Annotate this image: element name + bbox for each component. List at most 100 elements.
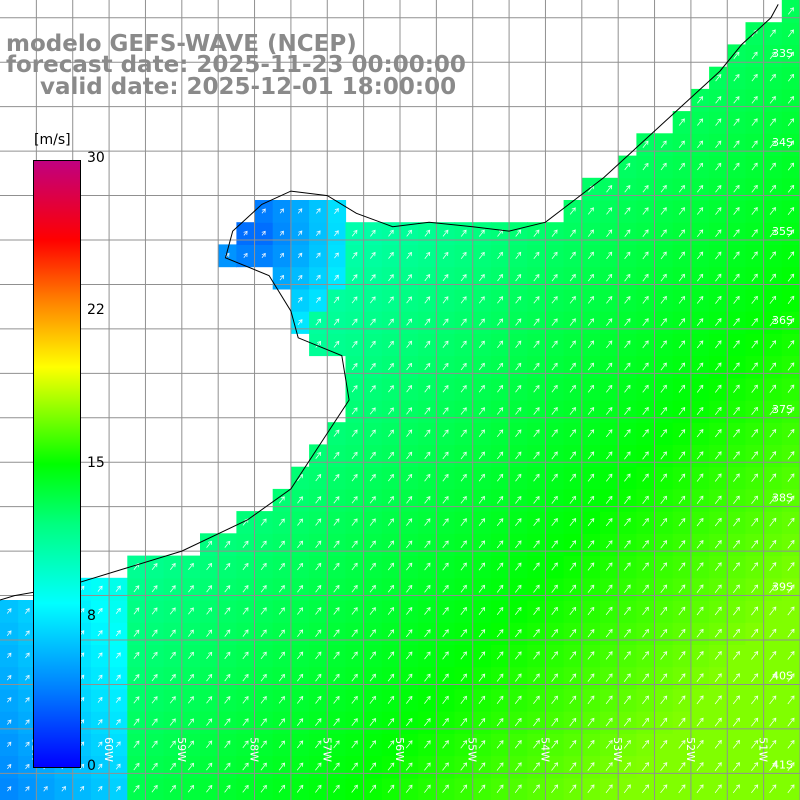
wind-arrow: [296, 651, 304, 660]
wind-arrow: [369, 540, 376, 549]
wind-arrow: [224, 696, 231, 704]
wind-speed-cell: [127, 755, 147, 779]
wind-arrow: [478, 407, 485, 415]
wind-arrow: [406, 540, 413, 549]
wind-speed-cell: [454, 377, 474, 401]
wind-speed-cell: [309, 733, 328, 757]
wind-arrow: [787, 273, 795, 282]
wind-arrow: [169, 651, 176, 660]
wind-speed-cell: [400, 288, 419, 312]
wind-speed-cell: [381, 577, 401, 601]
wind-arrow: [678, 762, 686, 771]
wind-speed-cell: [727, 155, 747, 179]
longitude-label: 56W: [393, 737, 406, 762]
wind-arrow: [696, 295, 704, 304]
wind-arrow: [387, 740, 395, 749]
wind-speed-cell: [363, 288, 383, 312]
wind-arrow: [151, 585, 158, 593]
wind-arrow: [278, 629, 285, 637]
wind-arrow: [787, 7, 794, 15]
wind-arrow: [587, 784, 595, 794]
wind-arrow: [133, 629, 140, 637]
wind-arrow: [751, 96, 758, 104]
wind-arrow: [61, 786, 66, 792]
wind-speed-cell: [727, 666, 747, 690]
wind-arrow: [424, 584, 431, 593]
wind-arrow: [624, 384, 631, 393]
wind-arrow: [569, 451, 576, 460]
wind-arrow: [605, 384, 613, 393]
wind-arrow: [605, 473, 613, 482]
wind-speed-cell: [600, 288, 619, 312]
wind-arrow: [514, 606, 522, 616]
wind-arrow: [460, 673, 467, 682]
wind-arrow: [369, 673, 376, 682]
wind-arrow: [387, 518, 394, 526]
wind-arrow: [496, 429, 504, 438]
wind-speed-cell: [636, 600, 656, 623]
wind-arrow: [678, 540, 686, 549]
wind-speed-cell: [545, 711, 565, 734]
wind-arrow: [334, 252, 339, 259]
wind-arrow: [587, 695, 595, 705]
wind-arrow: [442, 540, 449, 549]
wind-arrow: [606, 318, 613, 326]
wind-speed-cell: [454, 600, 474, 623]
wind-speed-cell: [745, 222, 765, 245]
wind-arrow: [697, 140, 704, 149]
wind-arrow: [478, 784, 486, 793]
wind-arrow: [496, 451, 504, 460]
wind-speed-cell: [218, 622, 237, 645]
wind-arrow: [714, 540, 722, 549]
wind-arrow: [406, 340, 413, 348]
wind-speed-cell: [763, 688, 783, 712]
wind-arrow: [387, 629, 395, 638]
wind-arrow: [315, 562, 322, 571]
wind-arrow: [787, 295, 795, 304]
wind-arrow: [497, 362, 504, 371]
wind-speed-cell: [127, 711, 147, 734]
wind-speed-cell: [618, 266, 637, 290]
wind-speed-cell: [745, 622, 765, 645]
wind-speed-cell: [290, 288, 310, 312]
wind-speed-cell: [600, 488, 619, 512]
wind-speed-cell: [727, 422, 747, 445]
wind-speed-cell: [527, 577, 547, 601]
wind-arrow: [551, 229, 558, 237]
wind-speed-cell: [272, 200, 292, 223]
wind-arrow: [515, 384, 522, 393]
wind-arrow: [605, 784, 613, 794]
wind-arrow: [260, 740, 267, 749]
wind-speed-cell: [0, 755, 19, 779]
wind-speed-cell: [490, 377, 510, 401]
wind-arrow: [751, 362, 758, 371]
wind-arrow: [424, 296, 431, 304]
wind-arrow: [315, 296, 321, 303]
wind-speed-cell: [18, 711, 37, 734]
wind-speed-cell: [618, 444, 637, 468]
wind-speed-cell: [345, 577, 365, 601]
wind-speed-cell: [309, 288, 328, 312]
wind-arrow: [515, 473, 522, 482]
wind-speed-cell: [636, 577, 656, 601]
wind-speed-cell: [218, 688, 237, 712]
wind-speed-cell: [545, 377, 565, 401]
wind-speed-cell: [509, 355, 528, 379]
wind-arrow: [370, 229, 376, 237]
wind-arrow: [551, 740, 559, 749]
wind-arrow: [696, 451, 704, 460]
wind-arrow: [696, 429, 704, 438]
longitude-label: 52W: [684, 737, 697, 762]
wind-arrow: [551, 473, 558, 482]
wind-arrow: [351, 407, 358, 415]
wind-speed-cell: [745, 644, 765, 668]
wind-speed-cell: [400, 688, 419, 712]
wind-speed-cell: [127, 600, 147, 623]
wind-speed-cell: [545, 422, 565, 445]
wind-arrow: [587, 584, 595, 593]
wind-arrow: [496, 695, 504, 704]
wind-arrow: [714, 584, 722, 594]
wind-arrow: [151, 651, 158, 660]
wind-speed-cell: [745, 466, 765, 490]
wind-arrow: [242, 562, 249, 571]
